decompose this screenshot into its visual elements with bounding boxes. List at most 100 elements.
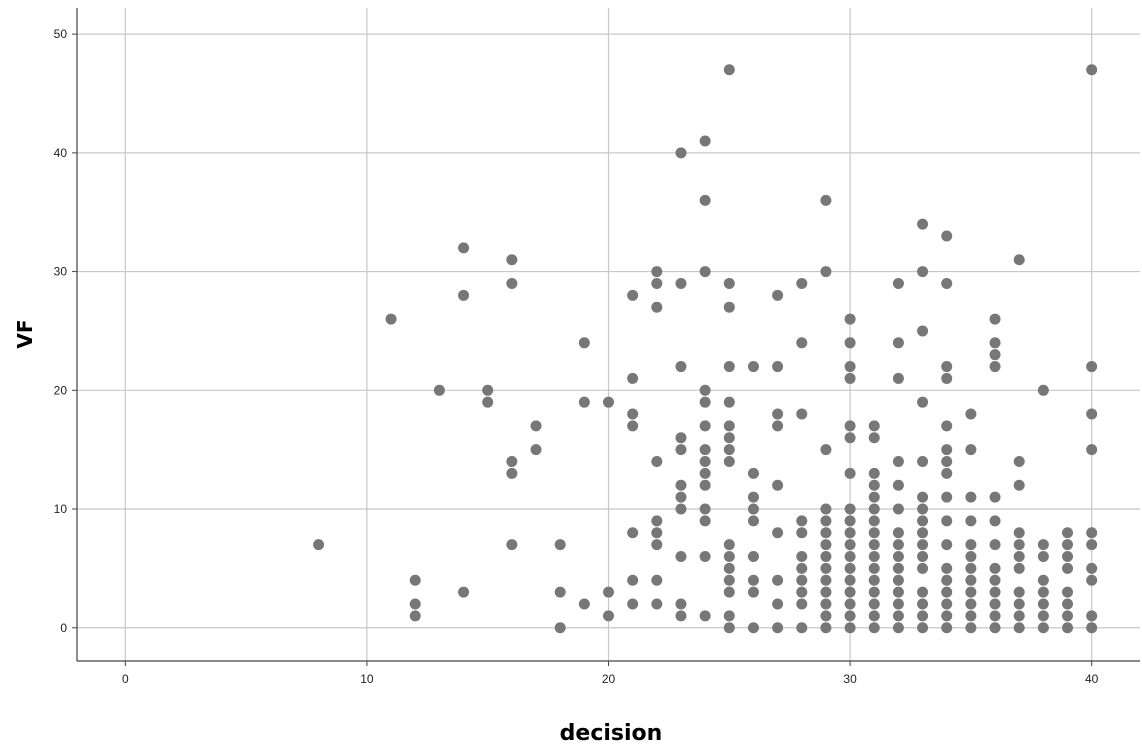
- scatter-point: [1086, 527, 1098, 539]
- scatter-point: [796, 337, 808, 349]
- scatter-point: [892, 372, 904, 384]
- scatter-point: [1037, 622, 1049, 634]
- scatter-point: [844, 622, 856, 634]
- scatter-point: [1037, 610, 1049, 622]
- scatter-point: [941, 598, 953, 610]
- x-tick-label: 40: [1085, 672, 1099, 686]
- scatter-point: [651, 266, 663, 278]
- scatter-point: [313, 539, 325, 551]
- scatter-point: [965, 622, 977, 634]
- scatter-point: [892, 277, 904, 289]
- scatter-point: [772, 420, 784, 432]
- scatter-point: [1086, 574, 1098, 586]
- scatter-point: [844, 361, 856, 373]
- scatter-point: [675, 444, 687, 456]
- x-tick-label: 10: [360, 672, 374, 686]
- y-tick-label: 0: [60, 621, 67, 635]
- scatter-point: [699, 194, 711, 206]
- y-tick-label: 10: [54, 502, 68, 516]
- scatter-point: [723, 432, 735, 444]
- scatter-point: [1013, 539, 1025, 551]
- scatter-point: [1062, 586, 1074, 598]
- scatter-point: [796, 527, 808, 539]
- scatter-point: [1086, 539, 1098, 551]
- scatter-point: [868, 586, 880, 598]
- scatter-point: [458, 242, 470, 254]
- scatter-point: [989, 598, 1001, 610]
- scatter-point: [820, 562, 832, 574]
- scatter-point: [820, 598, 832, 610]
- y-tick-label: 20: [54, 383, 68, 397]
- scatter-point: [820, 574, 832, 586]
- scatter-point: [675, 147, 687, 159]
- scatter-point: [844, 372, 856, 384]
- scatter-point: [627, 372, 639, 384]
- scatter-point: [1062, 527, 1074, 539]
- scatter-point: [530, 420, 542, 432]
- gridlines: [77, 8, 1140, 661]
- scatter-point: [917, 610, 929, 622]
- scatter-point: [917, 539, 929, 551]
- scatter-point: [917, 527, 929, 539]
- scatter-point: [627, 598, 639, 610]
- scatter-point: [796, 408, 808, 420]
- scatter-point: [917, 266, 929, 278]
- scatter-point: [892, 337, 904, 349]
- scatter-point: [868, 610, 880, 622]
- scatter-point: [989, 610, 1001, 622]
- scatter-point: [603, 610, 614, 622]
- scatter-point: [868, 527, 880, 539]
- scatter-point: [941, 622, 953, 634]
- scatter-point: [989, 313, 1001, 325]
- scatter-point: [699, 456, 711, 468]
- scatter-point: [1037, 539, 1049, 551]
- x-axis-title: decision: [560, 721, 663, 746]
- scatter-point: [892, 574, 904, 586]
- scatter-point: [844, 562, 856, 574]
- scatter-point: [723, 64, 735, 76]
- scatter-point: [651, 301, 663, 313]
- scatter-point: [747, 503, 759, 515]
- scatter-point: [747, 622, 759, 634]
- scatter-point: [1062, 610, 1074, 622]
- scatter-point: [868, 562, 880, 574]
- scatter-point: [892, 503, 904, 515]
- scatter-point: [482, 384, 494, 396]
- scatter-point: [941, 586, 953, 598]
- scatter-point: [989, 337, 1001, 349]
- scatter-point: [796, 622, 808, 634]
- scatter-point: [578, 337, 590, 349]
- scatter-point: [772, 479, 784, 491]
- scatter-point: [433, 384, 445, 396]
- scatter-point: [820, 527, 832, 539]
- scatter-point: [1086, 622, 1098, 634]
- scatter-point: [941, 515, 953, 527]
- scatter-point: [917, 515, 929, 527]
- scatter-point: [868, 420, 880, 432]
- scatter-point: [554, 586, 566, 598]
- scatter-point: [409, 610, 421, 622]
- scatter-point: [675, 503, 687, 515]
- scatter-point: [723, 456, 735, 468]
- scatter-point: [458, 586, 470, 598]
- scatter-point: [699, 444, 711, 456]
- scatter-point: [820, 266, 832, 278]
- scatter-point: [796, 574, 808, 586]
- scatter-point: [1086, 562, 1098, 574]
- scatter-point: [868, 622, 880, 634]
- scatter-point: [506, 539, 518, 551]
- scatter-point: [868, 432, 880, 444]
- scatter-point: [868, 479, 880, 491]
- scatter-point: [917, 586, 929, 598]
- scatter-point: [554, 539, 566, 551]
- scatter-point: [844, 467, 856, 479]
- scatter-point: [1013, 610, 1025, 622]
- y-tick-label: 30: [54, 265, 68, 279]
- scatter-point: [772, 574, 784, 586]
- scatter-point: [868, 598, 880, 610]
- scatter-point: [917, 325, 929, 337]
- scatter-point: [699, 420, 711, 432]
- scatter-point: [651, 277, 663, 289]
- scatter-point: [844, 420, 856, 432]
- scatter-point: [747, 551, 759, 563]
